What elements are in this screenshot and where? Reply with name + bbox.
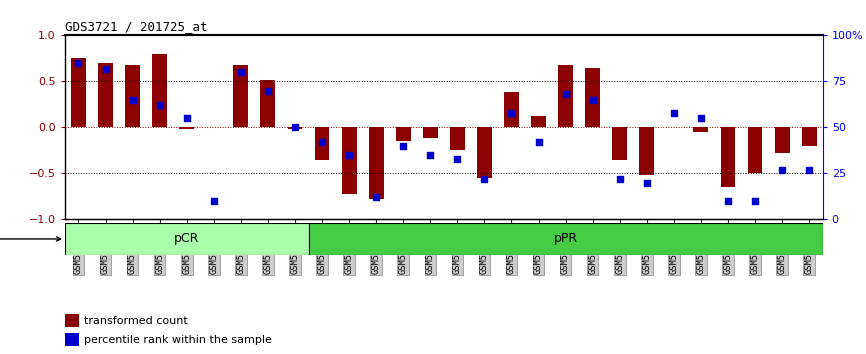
Point xyxy=(126,97,139,103)
Bar xyxy=(288,127,302,129)
Point xyxy=(342,152,356,158)
Bar xyxy=(504,92,519,127)
Point xyxy=(234,69,248,75)
Bar xyxy=(314,127,329,160)
Bar xyxy=(423,127,437,138)
Point xyxy=(721,198,735,204)
Bar xyxy=(369,127,384,199)
Bar xyxy=(531,116,546,127)
Point xyxy=(207,198,221,204)
Text: pPR: pPR xyxy=(553,233,578,245)
Point xyxy=(694,115,708,121)
Bar xyxy=(747,127,762,173)
Point xyxy=(261,88,275,93)
Point xyxy=(585,97,599,103)
Text: transformed count: transformed count xyxy=(84,316,188,326)
Bar xyxy=(152,54,167,127)
Point xyxy=(802,167,816,173)
Point xyxy=(288,125,302,130)
Point xyxy=(72,60,86,66)
Text: GDS3721 / 201725_at: GDS3721 / 201725_at xyxy=(65,20,208,33)
Bar xyxy=(71,58,86,127)
Bar xyxy=(396,127,410,141)
Bar xyxy=(342,127,357,194)
Bar xyxy=(559,65,573,127)
Bar xyxy=(65,333,79,346)
Bar xyxy=(477,127,492,178)
Point xyxy=(315,139,329,145)
Text: disease state: disease state xyxy=(0,234,61,244)
Point xyxy=(152,103,166,108)
Bar xyxy=(98,63,113,127)
Bar xyxy=(450,127,465,150)
Point xyxy=(397,143,410,149)
Text: pCR: pCR xyxy=(174,233,199,245)
Point xyxy=(748,198,762,204)
Bar xyxy=(65,314,79,327)
Bar xyxy=(126,65,140,127)
Point xyxy=(505,110,519,115)
Point xyxy=(180,115,194,121)
Point xyxy=(532,139,546,145)
Bar xyxy=(612,127,627,160)
Bar xyxy=(206,126,221,127)
Point xyxy=(775,167,789,173)
Bar xyxy=(65,223,308,255)
Bar xyxy=(721,127,735,187)
Bar xyxy=(234,65,249,127)
Bar xyxy=(308,223,823,255)
Point xyxy=(450,156,464,161)
Bar xyxy=(694,127,708,132)
Bar xyxy=(585,68,600,127)
Point xyxy=(477,176,491,182)
Bar xyxy=(639,127,654,175)
Point xyxy=(667,110,681,115)
Bar xyxy=(261,80,275,127)
Point xyxy=(613,176,627,182)
Point xyxy=(369,195,383,200)
Point xyxy=(640,180,654,185)
Text: percentile rank within the sample: percentile rank within the sample xyxy=(84,335,272,345)
Point xyxy=(559,91,572,97)
Bar xyxy=(179,127,194,129)
Bar xyxy=(775,127,790,153)
Point xyxy=(423,152,437,158)
Bar xyxy=(802,127,817,146)
Point xyxy=(99,66,113,72)
